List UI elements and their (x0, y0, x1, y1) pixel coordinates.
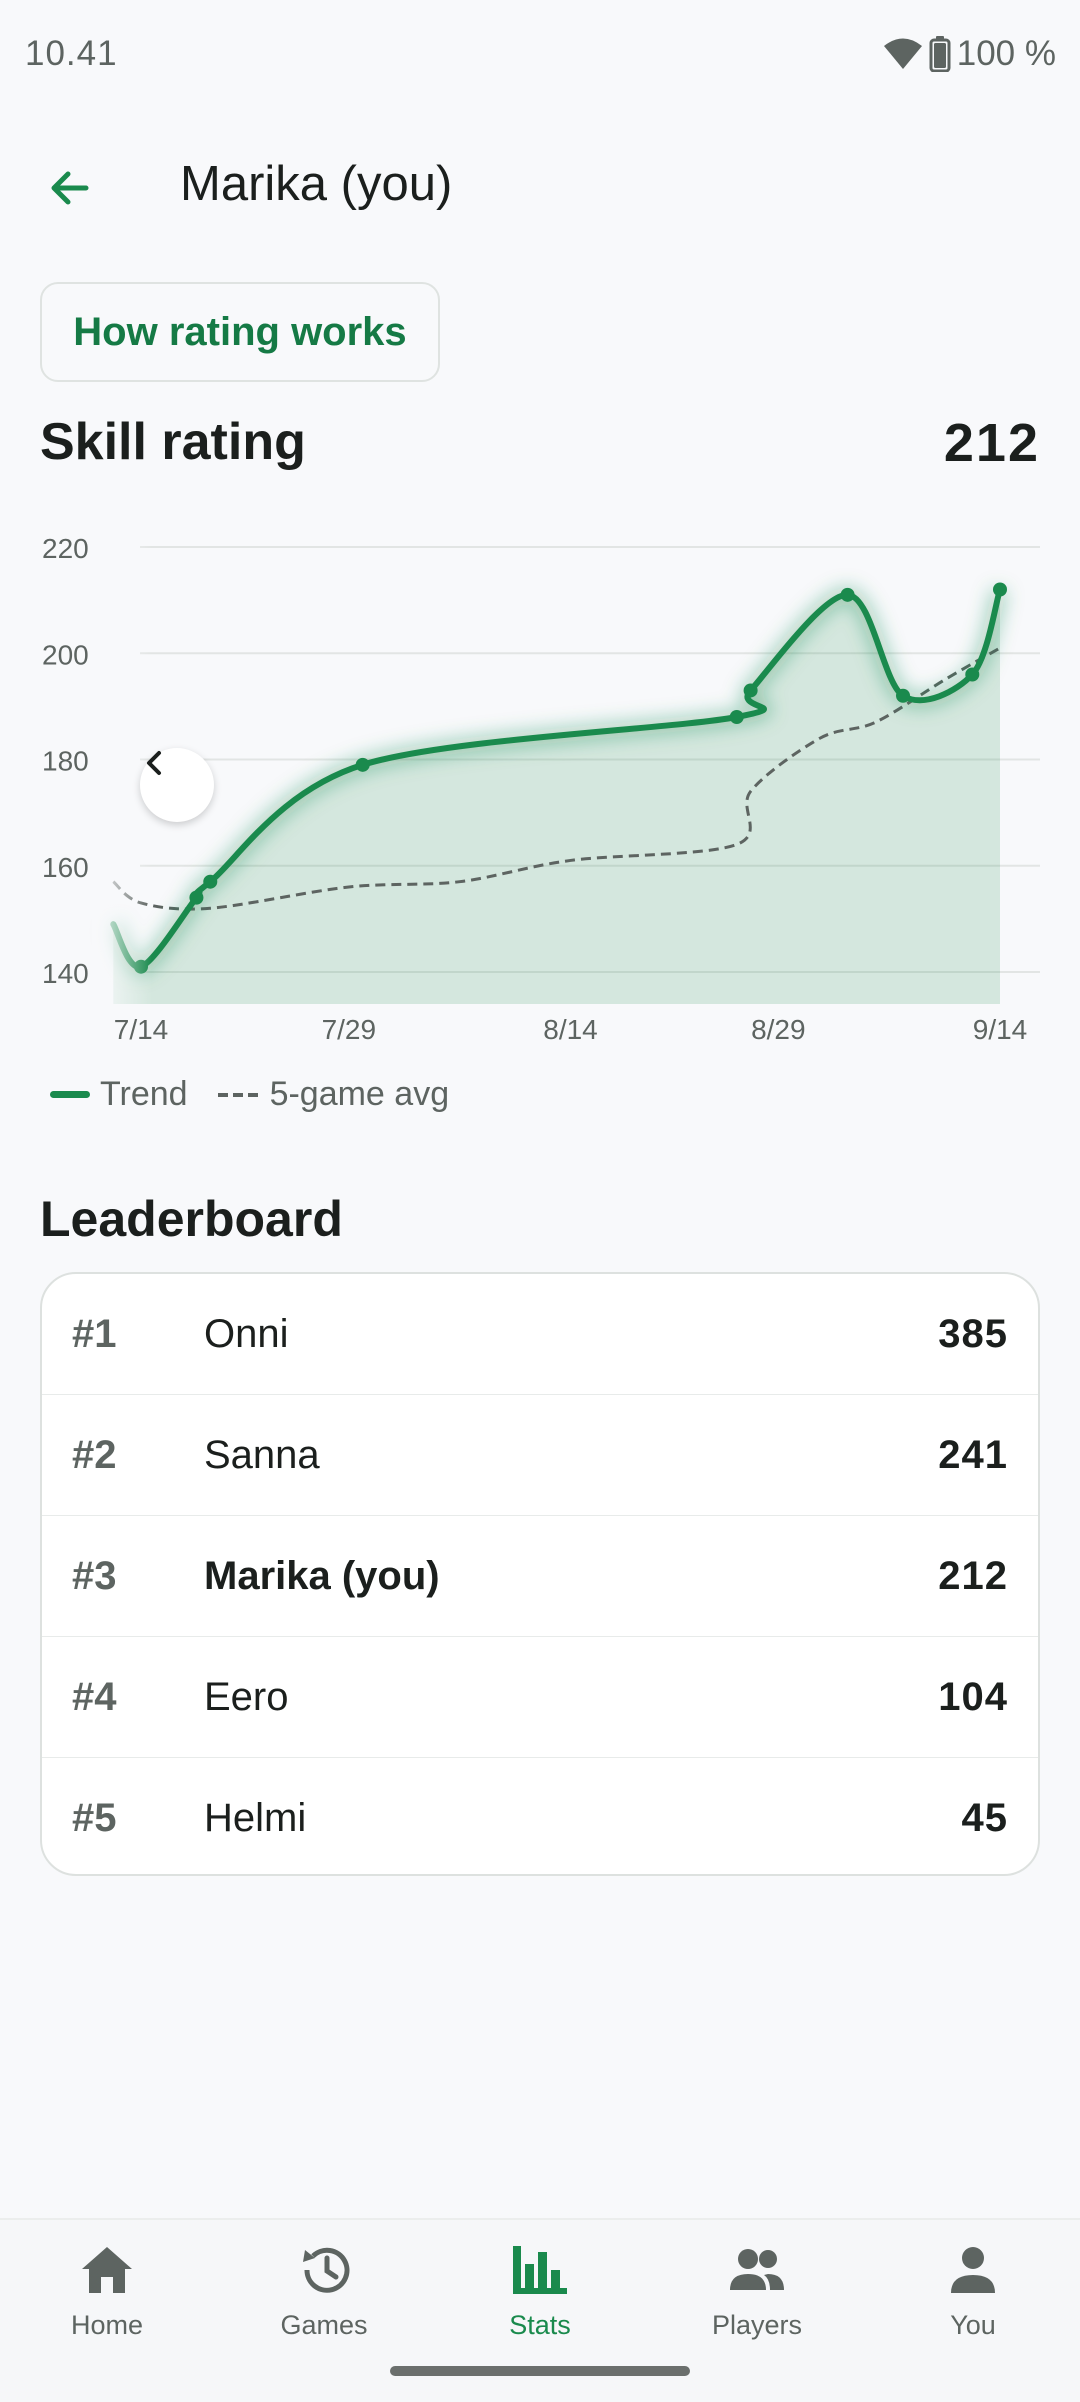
y-tick-label: 180 (42, 746, 89, 777)
leaderboard-row[interactable]: #5 Helmi 45 (42, 1758, 1038, 1874)
x-tick-label: 9/14 (973, 1014, 1028, 1045)
chart-scroll-left-button[interactable] (140, 748, 214, 822)
wifi-icon (883, 37, 923, 71)
y-tick-label: 160 (42, 852, 89, 883)
nav-games-label: Games (280, 2310, 368, 2340)
y-tick-label: 220 (42, 533, 89, 564)
leaderboard-name: Onni (204, 1311, 289, 1356)
leaderboard-row-self[interactable]: #3 Marika (you) 212 (42, 1516, 1038, 1637)
nav-home[interactable]: Home (7, 2240, 207, 2341)
trend-point[interactable] (965, 667, 980, 682)
home-icon (77, 2240, 137, 2300)
y-tick-label: 140 (42, 958, 89, 989)
history-icon (294, 2240, 354, 2300)
leaderboard-score: 385 (938, 1311, 1008, 1356)
leaderboard-row[interactable]: #1 Onni 385 (42, 1274, 1038, 1395)
leaderboard-name: Eero (204, 1674, 289, 1719)
leaderboard-rank: #2 (72, 1432, 117, 1477)
app-bar: Marika (you) (0, 130, 1080, 230)
person-icon (943, 2240, 1003, 2300)
legend-avg-swatch (217, 1092, 258, 1097)
nav-players[interactable]: Players (657, 2240, 857, 2341)
battery-percent: 100 % (956, 34, 1056, 73)
leaderboard-row[interactable]: #2 Sanna 241 (42, 1395, 1038, 1516)
status-bar: 10.41 100 % (0, 0, 1080, 110)
nav-you-label: You (950, 2310, 996, 2340)
leaderboard-name: Sanna (204, 1432, 320, 1477)
leaderboard-rank: #3 (72, 1553, 117, 1598)
trend-point[interactable] (203, 874, 218, 889)
legend-trend-swatch (50, 1091, 90, 1098)
chart-legend: Trend 5-game avg (50, 1075, 479, 1114)
x-tick-label: 8/29 (751, 1014, 806, 1045)
leaderboard-title: Leaderboard (40, 1191, 343, 1247)
nav-home-label: Home (70, 2310, 144, 2340)
skill-rating-label: Skill rating (40, 413, 306, 471)
trend-point[interactable] (189, 890, 204, 905)
trend-point[interactable] (355, 757, 370, 772)
leaderboard-score: 104 (938, 1674, 1008, 1719)
leaderboard-score: 212 (938, 1553, 1008, 1598)
rating-chart-svg: 140 160 180 200 220 7/14 7/29 8/14 8/29 9/14 (42, 533, 1040, 1045)
legend-trend-label: Trend (100, 1075, 188, 1113)
home-indicator (390, 2366, 690, 2376)
x-tick-label: 7/29 (322, 1014, 377, 1045)
status-time: 10.41 (25, 34, 118, 73)
trend-point[interactable] (840, 587, 855, 602)
skill-rating-value: 212 (943, 413, 1040, 473)
back-button[interactable] (30, 150, 110, 230)
leaderboard-score: 241 (938, 1432, 1008, 1477)
avg-series-line (112, 646, 1001, 911)
x-tick-label: 7/14 (114, 1014, 169, 1045)
nav-players-label: Players (711, 2310, 803, 2340)
trend-point[interactable] (896, 688, 911, 703)
arrow-left-icon (46, 164, 94, 217)
status-icons: 100 % (883, 34, 1056, 74)
battery-icon (929, 36, 951, 72)
legend-avg: 5-game avg (217, 1075, 450, 1114)
leaderboard-rank: #1 (72, 1311, 117, 1356)
trend-area (113, 589, 1000, 1004)
leaderboard-rank: #4 (72, 1674, 117, 1719)
nav-games[interactable]: Games (224, 2240, 424, 2341)
trend-point[interactable] (993, 582, 1007, 597)
nav-stats-label: Stats (509, 2310, 571, 2340)
leaderboard-row[interactable]: #4 Eero 104 (42, 1637, 1038, 1758)
rating-chart: 140 160 180 200 220 7/14 7/29 8/14 8/29 9/14 (0, 510, 1080, 1070)
leaderboard-score: 45 (961, 1795, 1008, 1840)
y-tick-label: 200 (42, 639, 89, 670)
leaderboard-name: Helmi (204, 1795, 307, 1840)
people-icon (727, 2240, 787, 2300)
page-title: Marika (you) (180, 157, 453, 211)
legend-avg-label: 5-game avg (269, 1075, 450, 1113)
bar-chart-icon (510, 2240, 570, 2300)
trend-point[interactable] (729, 710, 744, 724)
leaderboard-rank: #5 (72, 1795, 117, 1840)
leaderboard-name: Marika (you) (204, 1553, 440, 1598)
trend-point[interactable] (743, 683, 758, 698)
leaderboard-card: #1 Onni 385 #2 Sanna 241 #3 Marika (you)… (40, 1272, 1040, 1876)
legend-trend: Trend (50, 1075, 188, 1114)
nav-stats[interactable]: Stats (440, 2240, 640, 2341)
nav-you[interactable]: You (873, 2240, 1073, 2341)
how-rating-works-button[interactable]: How rating works (40, 282, 440, 382)
x-tick-label: 8/14 (543, 1014, 598, 1045)
